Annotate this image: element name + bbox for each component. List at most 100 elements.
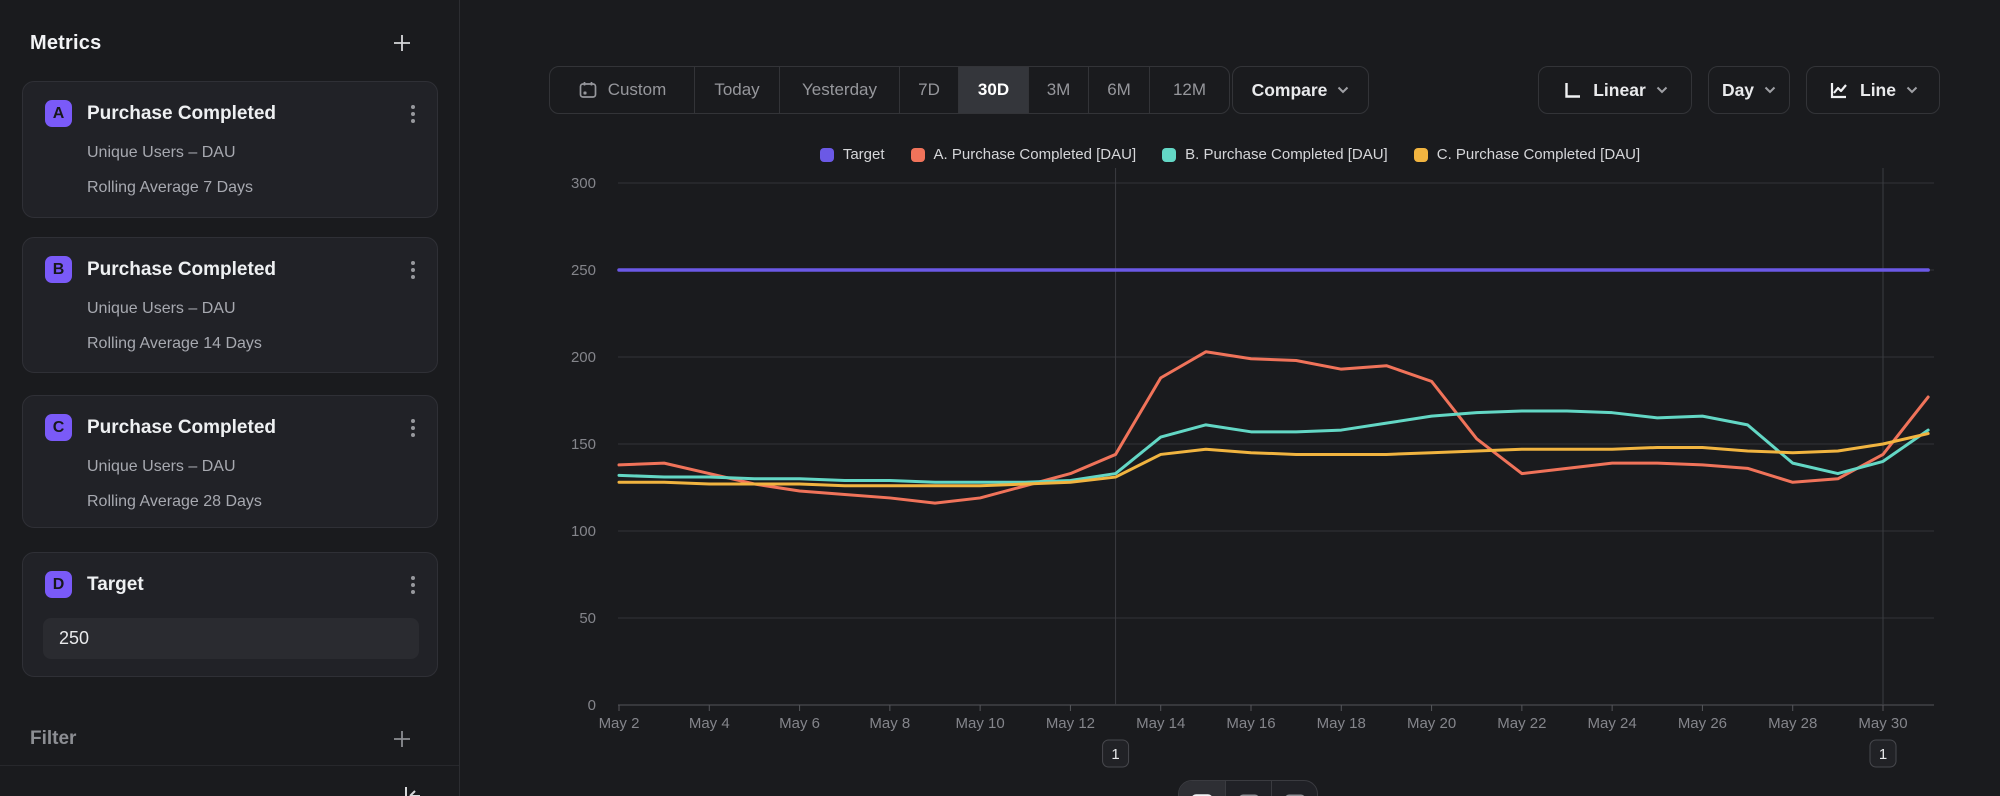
chevron-down-icon [1337,86,1349,94]
range-option-7d[interactable]: 7D [899,67,958,113]
metric-menu-button[interactable] [407,572,419,598]
y-axis-tick-label: 50 [579,610,596,627]
metric-title: Purchase Completed [87,417,276,439]
x-axis-tick-label: May 10 [956,715,1005,732]
chart-panel: Custom Today Yesterday 7D 30D 3M 6M 12M Compare… [460,0,2000,796]
metric-title: Target [87,574,144,596]
date-range-control: Custom Today Yesterday 7D 30D 3M 6M 12M [549,66,1230,114]
compare-label: Compare [1252,80,1328,101]
metric-menu-button[interactable] [407,415,419,441]
range-option-label: 7D [918,80,940,100]
chart-type-label: Line [1860,80,1896,101]
metrics-sidebar: Metrics A Purchase Completed Unique User… [0,0,460,796]
x-axis-tick-label: May 26 [1678,715,1727,732]
table-view-button[interactable] [1225,781,1271,796]
x-axis-tick-label: May 6 [779,715,820,732]
annotation-badge-count: 1 [1879,746,1887,763]
target-value-input[interactable] [43,618,419,659]
x-axis-tick-label: May 14 [1136,715,1185,732]
range-option-custom[interactable]: Custom [550,67,694,113]
x-axis-tick-label: May 24 [1588,715,1637,732]
metric-rolling-average: Rolling Average 14 Days [87,335,437,353]
y-axis-tick-label: 0 [588,697,596,714]
compare-button[interactable]: Compare [1232,66,1369,114]
plus-icon [391,728,413,750]
interval-selector-button[interactable]: Day [1708,66,1790,114]
range-option-3m[interactable]: 3M [1028,67,1088,113]
chart-type-selector-button[interactable]: Line [1806,66,1940,114]
analytics-dashboard: Metrics A Purchase Completed Unique User… [0,0,2000,796]
range-option-label: Today [714,80,759,100]
series-line-b[interactable] [619,411,1928,482]
metric-badge-d: D [45,571,72,598]
chart-view-button[interactable] [1179,781,1225,796]
chevron-down-icon [1906,86,1918,94]
x-axis-tick-label: May 28 [1768,715,1817,732]
metric-card-b-header: B Purchase Completed [23,238,437,283]
y-axis-tick-label: 250 [571,262,596,279]
interval-label: Day [1722,80,1754,101]
range-option-yesterday[interactable]: Yesterday [779,67,899,113]
x-axis-tick-label: May 12 [1046,715,1095,732]
add-filter-button[interactable] [389,726,415,752]
metric-badge-a: A [45,100,72,127]
calendar-icon [578,80,598,100]
annotation-badge-count: 1 [1111,746,1119,763]
range-option-12m[interactable]: 12M [1149,67,1229,113]
metric-card-c-header: C Purchase Completed [23,396,437,441]
metric-card-target-header: D Target [23,553,437,598]
range-option-label: 6M [1107,80,1131,100]
metric-card-target[interactable]: D Target [22,552,438,677]
collapse-sidebar-button[interactable] [398,782,426,796]
metric-menu-button[interactable] [407,101,419,127]
range-option-6m[interactable]: 6M [1088,67,1149,113]
view-toggle-control [1178,780,1318,796]
x-axis-tick-label: May 16 [1226,715,1275,732]
metric-card-a[interactable]: A Purchase Completed Unique Users – DAU … [22,81,438,218]
metric-menu-button[interactable] [407,257,419,283]
add-metric-button[interactable] [389,30,415,56]
linear-axis-icon [1562,80,1583,101]
x-axis-tick-label: May 4 [689,715,730,732]
y-axis-tick-label: 150 [571,436,596,453]
chevron-down-icon [1656,86,1668,94]
range-option-label: Yesterday [802,80,877,100]
x-axis-tick-label: May 2 [599,715,640,732]
metrics-header: Metrics [30,30,415,56]
filter-section: Filter [30,726,415,752]
range-option-label: Custom [608,80,667,100]
scale-selector-button[interactable]: Linear [1538,66,1692,114]
metric-measurement: Unique Users – DAU [87,458,437,476]
metrics-title: Metrics [30,32,101,55]
range-option-label: 12M [1173,80,1206,100]
metric-rolling-average: Rolling Average 28 Days [87,493,437,511]
plus-icon [391,32,413,54]
line-chart-icon [1828,79,1850,101]
metric-title: Purchase Completed [87,103,276,125]
y-axis-tick-label: 100 [571,523,596,540]
metric-badge-c: C [45,414,72,441]
metric-measurement: Unique Users – DAU [87,300,437,318]
line-chart[interactable]: 0 50 100 150 200 250 300 May 2 May 4 May 6 May 8 Ma… [460,130,2000,796]
metric-view-button[interactable] [1271,781,1317,796]
metric-card-c[interactable]: C Purchase Completed Unique Users – DAU … [22,395,438,528]
range-option-label: 30D [978,80,1009,100]
metric-card-b[interactable]: B Purchase Completed Unique Users – DAU … [22,237,438,373]
range-option-today[interactable]: Today [694,67,779,113]
y-axis-tick-label: 200 [571,349,596,366]
metric-badge-b: B [45,256,72,283]
x-axis-tick-label: May 30 [1858,715,1907,732]
chevron-down-icon [1764,86,1776,94]
range-option-30d[interactable]: 30D [958,67,1028,113]
metric-card-a-header: A Purchase Completed [23,82,437,127]
collapse-left-icon [398,782,426,796]
metric-title: Purchase Completed [87,259,276,281]
sidebar-divider [0,765,459,766]
x-axis-tick-label: May 8 [869,715,910,732]
x-axis-tick-label: May 22 [1497,715,1546,732]
filter-title: Filter [30,728,76,750]
y-axis-tick-label: 300 [571,175,596,192]
metric-rolling-average: Rolling Average 7 Days [87,179,437,197]
range-option-label: 3M [1047,80,1071,100]
x-axis-tick-label: May 20 [1407,715,1456,732]
